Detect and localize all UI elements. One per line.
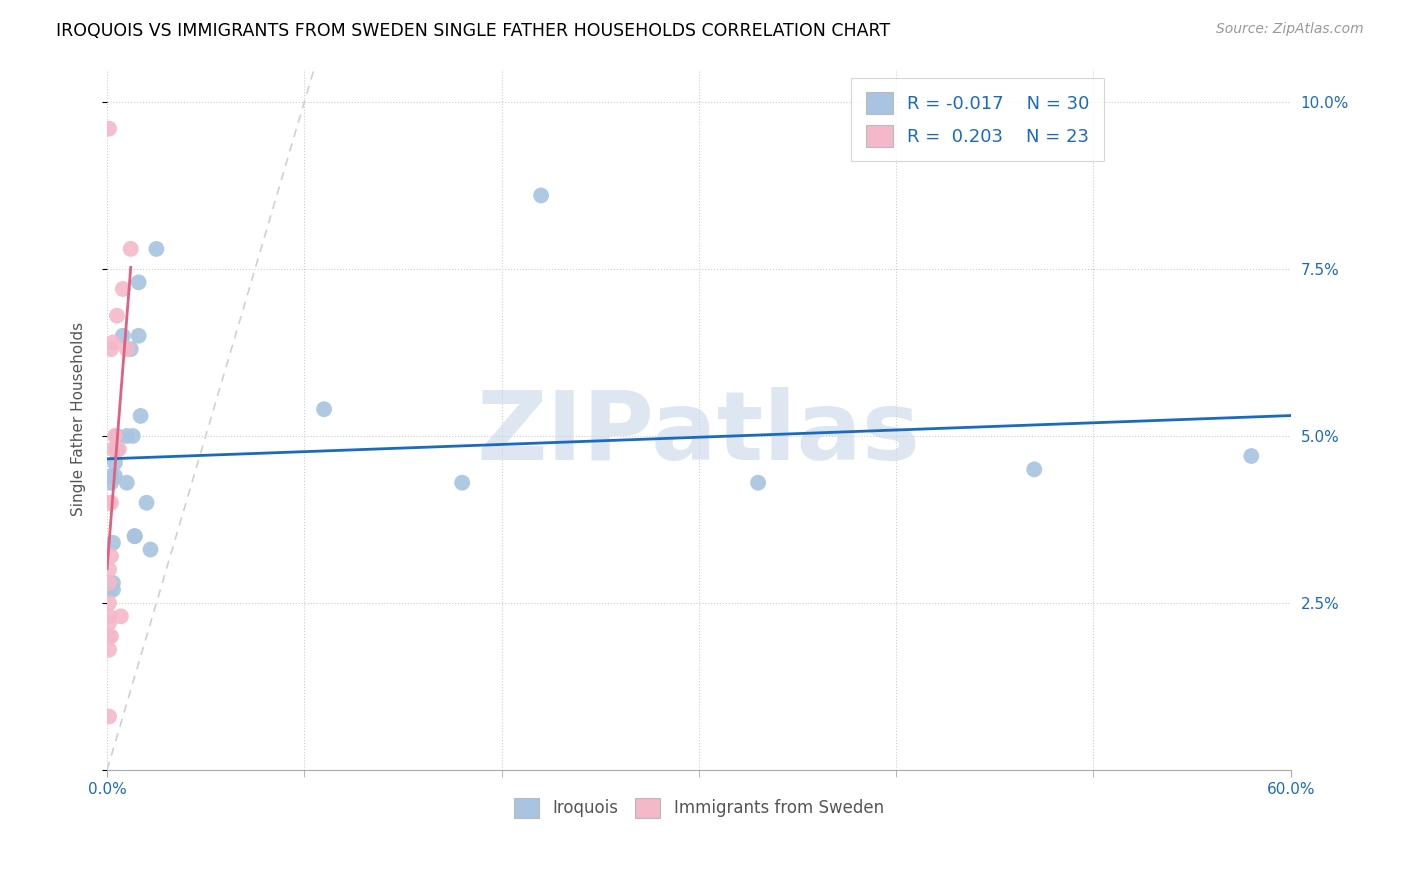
Point	[530, 188, 553, 202]
Point	[104, 469, 127, 483]
Point	[98, 609, 121, 624]
Point	[451, 475, 474, 490]
Point	[111, 328, 134, 343]
Point	[145, 242, 167, 256]
Point	[100, 475, 122, 490]
Point	[98, 709, 121, 723]
Point	[104, 429, 127, 443]
Text: IROQUOIS VS IMMIGRANTS FROM SWEDEN SINGLE FATHER HOUSEHOLDS CORRELATION CHART: IROQUOIS VS IMMIGRANTS FROM SWEDEN SINGL…	[56, 22, 890, 40]
Point	[105, 442, 128, 457]
Point	[100, 549, 122, 564]
Point	[98, 629, 121, 643]
Point	[110, 609, 132, 624]
Point	[1240, 449, 1263, 463]
Point	[101, 442, 124, 457]
Point	[115, 429, 138, 443]
Legend: Iroquois, Immigrants from Sweden: Iroquois, Immigrants from Sweden	[508, 791, 890, 825]
Point	[100, 342, 122, 356]
Point	[100, 469, 122, 483]
Point	[1024, 462, 1046, 476]
Point	[128, 328, 150, 343]
Point	[101, 582, 124, 597]
Point	[747, 475, 769, 490]
Point	[124, 529, 146, 543]
Point	[98, 642, 121, 657]
Point	[120, 342, 142, 356]
Point	[98, 596, 121, 610]
Point	[128, 275, 150, 289]
Point	[105, 429, 128, 443]
Point	[98, 576, 121, 591]
Point	[101, 536, 124, 550]
Text: ZIPatlas: ZIPatlas	[477, 387, 921, 480]
Point	[111, 282, 134, 296]
Point	[98, 496, 121, 510]
Point	[100, 496, 122, 510]
Point	[139, 542, 162, 557]
Point	[108, 442, 131, 457]
Point	[98, 121, 121, 136]
Point	[98, 563, 121, 577]
Point	[121, 429, 143, 443]
Point	[124, 529, 146, 543]
Point	[129, 409, 152, 423]
Point	[312, 402, 335, 417]
Y-axis label: Single Father Households: Single Father Households	[72, 322, 86, 516]
Point	[98, 615, 121, 630]
Point	[101, 335, 124, 350]
Point	[105, 309, 128, 323]
Text: Source: ZipAtlas.com: Source: ZipAtlas.com	[1216, 22, 1364, 37]
Point	[100, 629, 122, 643]
Point	[98, 576, 121, 591]
Point	[120, 242, 142, 256]
Point	[98, 582, 121, 597]
Point	[104, 456, 127, 470]
Point	[115, 475, 138, 490]
Point	[115, 342, 138, 356]
Point	[135, 496, 157, 510]
Point	[101, 576, 124, 591]
